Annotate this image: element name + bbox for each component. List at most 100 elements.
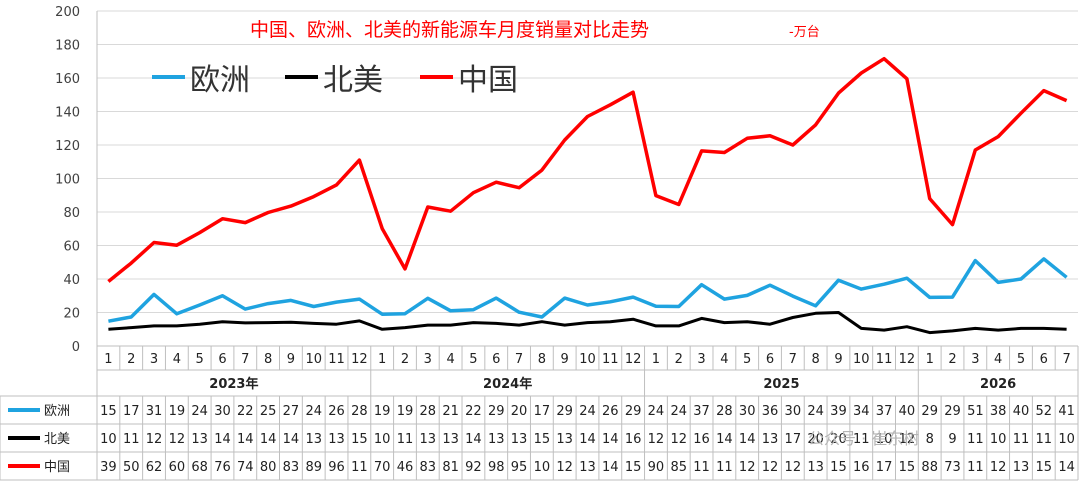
table-cell: 13	[1013, 460, 1030, 475]
table-cell: 31	[146, 404, 163, 419]
month-label: 2	[948, 352, 956, 367]
table-cell: 12	[169, 432, 186, 447]
y-tick-label: 0	[72, 340, 80, 355]
table-cell: 50	[123, 460, 140, 475]
table-cell: 70	[374, 460, 391, 475]
table-cell: 40	[899, 404, 916, 419]
table-cell: 37	[693, 404, 710, 419]
month-label: 11	[876, 352, 893, 367]
table-cell: 15	[830, 460, 847, 475]
y-axis-ticks: 0 20 40 60 80 100 120 140 160 180 200	[55, 5, 80, 355]
table-cell: 24	[305, 404, 322, 419]
table-cell: 27	[283, 404, 300, 419]
table-cell: 51	[967, 404, 984, 419]
row-label: 北美	[44, 432, 70, 447]
table-cell: 14	[237, 432, 254, 447]
month-label: 5	[469, 352, 477, 367]
series-line	[108, 257, 1068, 323]
table-cell: 46	[397, 460, 414, 475]
month-label: 10	[853, 352, 870, 367]
month-label: 9	[287, 352, 295, 367]
row-label: 欧洲	[44, 404, 70, 419]
table-cell: 12	[146, 432, 163, 447]
table-cell: 10	[534, 460, 551, 475]
table-cell: 11	[1013, 432, 1030, 447]
y-tick-label: 60	[63, 240, 80, 255]
legend-label: 欧洲	[190, 63, 250, 98]
table-cell: 14	[214, 432, 231, 447]
table-cell: 14	[283, 432, 300, 447]
month-label: 9	[834, 352, 842, 367]
table-cell: 85	[670, 460, 687, 475]
month-label: 1	[104, 352, 112, 367]
table-cell: 34	[853, 404, 870, 419]
table-cell: 17	[123, 404, 140, 419]
table-cell: 14	[579, 432, 596, 447]
month-label: 9	[561, 352, 569, 367]
table-cell: 12	[785, 460, 802, 475]
month-label: 8	[811, 352, 819, 367]
table-cell: 11	[397, 432, 414, 447]
table-cell: 12	[739, 460, 756, 475]
table-cell: 14	[602, 432, 619, 447]
month-label: 12	[899, 352, 916, 367]
table-cell: 13	[579, 460, 596, 475]
table-cell: 95	[511, 460, 528, 475]
table-cell: 14	[739, 432, 756, 447]
table-cell: 13	[488, 432, 505, 447]
table-cell: 76	[214, 460, 231, 475]
month-label: 8	[264, 352, 272, 367]
table-cell: 20	[830, 432, 847, 447]
legend-label: 北美	[323, 63, 383, 98]
y-tick-label: 80	[63, 206, 80, 221]
month-label: 6	[492, 352, 500, 367]
table-cell: 14	[602, 460, 619, 475]
y-tick-label: 20	[63, 307, 80, 322]
table-cell: 96	[328, 460, 345, 475]
month-label: 5	[743, 352, 751, 367]
table-cell: 15	[100, 404, 117, 419]
month-label: 1	[926, 352, 934, 367]
watermark: 公众号 · 崔东树	[808, 429, 919, 448]
month-label: 4	[994, 352, 1002, 367]
table-cell: 14	[465, 432, 482, 447]
table-cell: 83	[283, 460, 300, 475]
legend: 欧洲 北美 中国	[152, 63, 518, 98]
month-label: 3	[150, 352, 158, 367]
year-label: 2023年	[209, 376, 258, 392]
table-cell: 10	[374, 432, 391, 447]
month-label: 11	[328, 352, 345, 367]
table-cell: 30	[785, 404, 802, 419]
month-label: 4	[720, 352, 728, 367]
table-cell: 17	[785, 432, 802, 447]
month-label: 2	[675, 352, 683, 367]
month-label: 7	[241, 352, 249, 367]
table-cell: 13	[420, 432, 437, 447]
chart-title: 中国、欧洲、北美的新能源车月度销量对比走势	[250, 19, 649, 41]
table-cell: 15	[1036, 460, 1053, 475]
month-label: 5	[196, 352, 204, 367]
month-label: 6	[766, 352, 774, 367]
series-line	[107, 56, 1068, 283]
table-cell: 39	[100, 460, 117, 475]
month-label: 3	[697, 352, 705, 367]
table-cell: 29	[944, 404, 961, 419]
year-label: 2024年	[483, 376, 532, 392]
table-cell: 73	[944, 460, 961, 475]
table-cell: 37	[876, 404, 893, 419]
month-label: 5	[1017, 352, 1025, 367]
month-label: 6	[1040, 352, 1048, 367]
chart-title-unit: -万台	[789, 25, 820, 40]
table-cell: 22	[465, 404, 482, 419]
table-cell: 12	[556, 460, 573, 475]
table-cell: 12	[762, 460, 779, 475]
y-tick-label: 160	[55, 72, 80, 87]
table-cell: 39	[830, 404, 847, 419]
month-label: 2	[401, 352, 409, 367]
month-label: 10	[305, 352, 322, 367]
table-cell: 89	[305, 460, 322, 475]
table-cell: 20	[511, 404, 528, 419]
table-cell: 8	[926, 432, 934, 447]
table-cell: 11	[853, 432, 870, 447]
